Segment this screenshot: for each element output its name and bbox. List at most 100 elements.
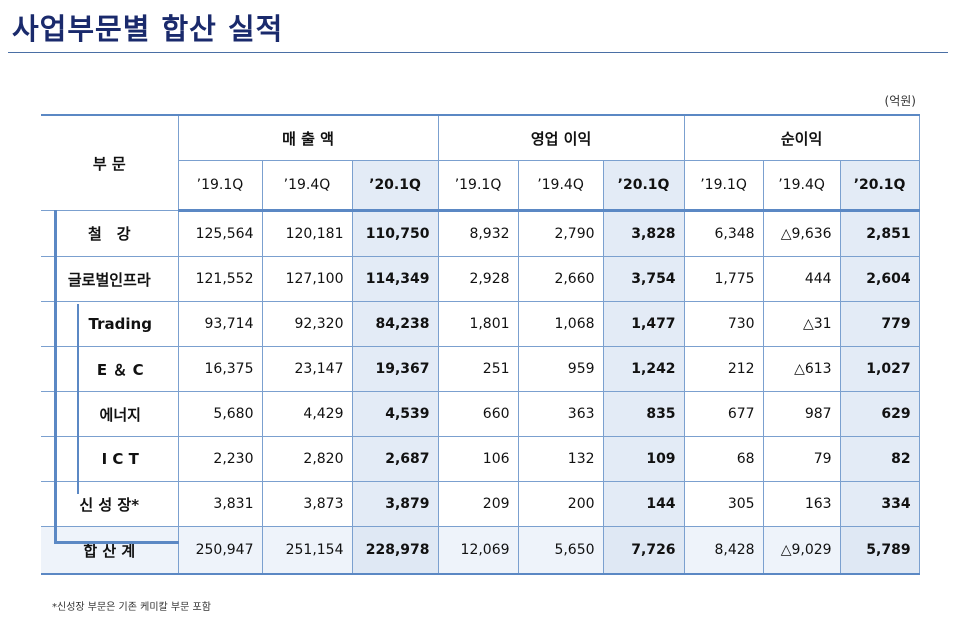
value-cell: 305 — [683, 481, 764, 527]
value-cell: △613 — [762, 346, 841, 392]
value-cell: 5,650 — [517, 526, 604, 575]
value-cell: 1,027 — [839, 346, 920, 392]
value-cell: 2,790 — [517, 210, 604, 257]
value-cell: 250,947 — [177, 526, 263, 575]
value-cell: 19,367 — [351, 346, 439, 392]
value-cell: 5,789 — [839, 526, 920, 575]
value-cell: △9,636 — [762, 210, 841, 257]
value-cell: 23,147 — [261, 346, 353, 392]
value-cell: 959 — [517, 346, 604, 392]
table-row: 합 산 계 250,947 251,154 228,978 12,069 5,650 7,7… — [41, 526, 920, 575]
segment-bracket-bottom — [54, 541, 179, 544]
period-header: ’19.1Q — [437, 160, 519, 212]
segment-results-table: 부 문 매 출 액 영업 이익 순이익 ’19.1Q ’19.4Q ’20.1Q ’1… — [41, 114, 920, 575]
value-cell: 127,100 — [261, 256, 353, 302]
value-cell: 1,477 — [602, 301, 685, 347]
row-label: 에너지 — [41, 391, 179, 437]
value-cell: 212 — [683, 346, 764, 392]
value-cell: 363 — [517, 391, 604, 437]
period-header: ’19.4Q — [261, 160, 353, 212]
value-cell: 779 — [839, 301, 920, 347]
value-cell: 200 — [517, 481, 604, 527]
table-row: 글로벌인프라 121,552 127,100 114,349 2,928 2,660 3,7… — [41, 256, 920, 302]
value-cell: 228,978 — [351, 526, 439, 575]
value-cell: 82 — [839, 436, 920, 482]
value-cell: 12,069 — [437, 526, 519, 575]
value-cell: 144 — [602, 481, 685, 527]
value-cell: 251,154 — [261, 526, 353, 575]
value-cell: 3,831 — [177, 481, 263, 527]
value-cell: 4,539 — [351, 391, 439, 437]
table-row: E ＆ C 16,375 23,147 19,367 251 959 1,242 212 △61… — [41, 346, 920, 392]
value-cell: 2,687 — [351, 436, 439, 482]
table-row: 철 강 125,564 120,181 110,750 8,932 2,790 3,828 6… — [41, 210, 920, 257]
value-cell: 6,348 — [683, 210, 764, 257]
value-cell: 2,230 — [177, 436, 263, 482]
value-cell: 7,726 — [602, 526, 685, 575]
value-cell: 109 — [602, 436, 685, 482]
value-cell: 251 — [437, 346, 519, 392]
value-cell: 92,320 — [261, 301, 353, 347]
value-cell: 121,552 — [177, 256, 263, 302]
row-label: 글로벌인프라 — [41, 256, 179, 302]
value-cell: 3,879 — [351, 481, 439, 527]
value-cell: 1,801 — [437, 301, 519, 347]
value-cell: 4,429 — [261, 391, 353, 437]
value-cell: 209 — [437, 481, 519, 527]
group-header-operating-profit: 영업 이익 — [437, 114, 685, 161]
value-cell: 84,238 — [351, 301, 439, 347]
period-header: ’19.1Q — [683, 160, 764, 212]
period-header: ’20.1Q — [839, 160, 920, 212]
value-cell: 835 — [602, 391, 685, 437]
value-cell: 3,754 — [602, 256, 685, 302]
value-cell: 2,604 — [839, 256, 920, 302]
subsegment-bracket-line — [77, 304, 79, 494]
table-row: Trading 93,714 92,320 84,238 1,801 1,068 1,477… — [41, 301, 920, 347]
value-cell: 163 — [762, 481, 841, 527]
row-label: E ＆ C — [41, 346, 179, 392]
value-cell: 3,828 — [602, 210, 685, 257]
group-header-revenue: 매 출 액 — [177, 114, 439, 161]
segment-bracket-line — [54, 210, 57, 544]
value-cell: 677 — [683, 391, 764, 437]
row-label: Trading — [41, 301, 179, 347]
value-cell: △31 — [762, 301, 841, 347]
value-cell: 334 — [839, 481, 920, 527]
value-cell: 2,928 — [437, 256, 519, 302]
value-cell: 114,349 — [351, 256, 439, 302]
value-cell: 629 — [839, 391, 920, 437]
value-cell: 2,820 — [261, 436, 353, 482]
value-cell: 730 — [683, 301, 764, 347]
value-cell: 125,564 — [177, 210, 263, 257]
value-cell: 68 — [683, 436, 764, 482]
period-header: ’19.4Q — [517, 160, 604, 212]
title-divider — [8, 52, 948, 53]
segment-header: 부 문 — [41, 114, 179, 211]
period-header: ’20.1Q — [602, 160, 685, 212]
table-row: 에너지 5,680 4,429 4,539 660 363 835 677 987 629 — [41, 391, 920, 437]
value-cell: 120,181 — [261, 210, 353, 257]
table-row: 신 성 장* 3,831 3,873 3,879 209 200 144 305 163 334 — [41, 481, 920, 527]
value-cell: 987 — [762, 391, 841, 437]
group-header-net-income: 순이익 — [683, 114, 920, 161]
row-label: 철 강 — [41, 210, 179, 257]
value-cell: 1,068 — [517, 301, 604, 347]
value-cell: △9,029 — [762, 526, 841, 575]
period-header: ’20.1Q — [351, 160, 439, 212]
period-header: ’19.1Q — [177, 160, 263, 212]
value-cell: 3,873 — [261, 481, 353, 527]
value-cell: 132 — [517, 436, 604, 482]
value-cell: 660 — [437, 391, 519, 437]
row-label: 합 산 계 — [41, 526, 179, 575]
value-cell: 8,932 — [437, 210, 519, 257]
period-header: ’19.4Q — [762, 160, 841, 212]
page-title: 사업부문별 합산 실적 — [12, 12, 284, 46]
value-cell: 5,680 — [177, 391, 263, 437]
value-cell: 93,714 — [177, 301, 263, 347]
footnote: *신성장 부문은 기존 케미칼 부문 포함 — [52, 602, 211, 613]
value-cell: 16,375 — [177, 346, 263, 392]
value-cell: 1,775 — [683, 256, 764, 302]
value-cell: 79 — [762, 436, 841, 482]
value-cell: 110,750 — [351, 210, 439, 257]
row-label: I C T — [41, 436, 179, 482]
